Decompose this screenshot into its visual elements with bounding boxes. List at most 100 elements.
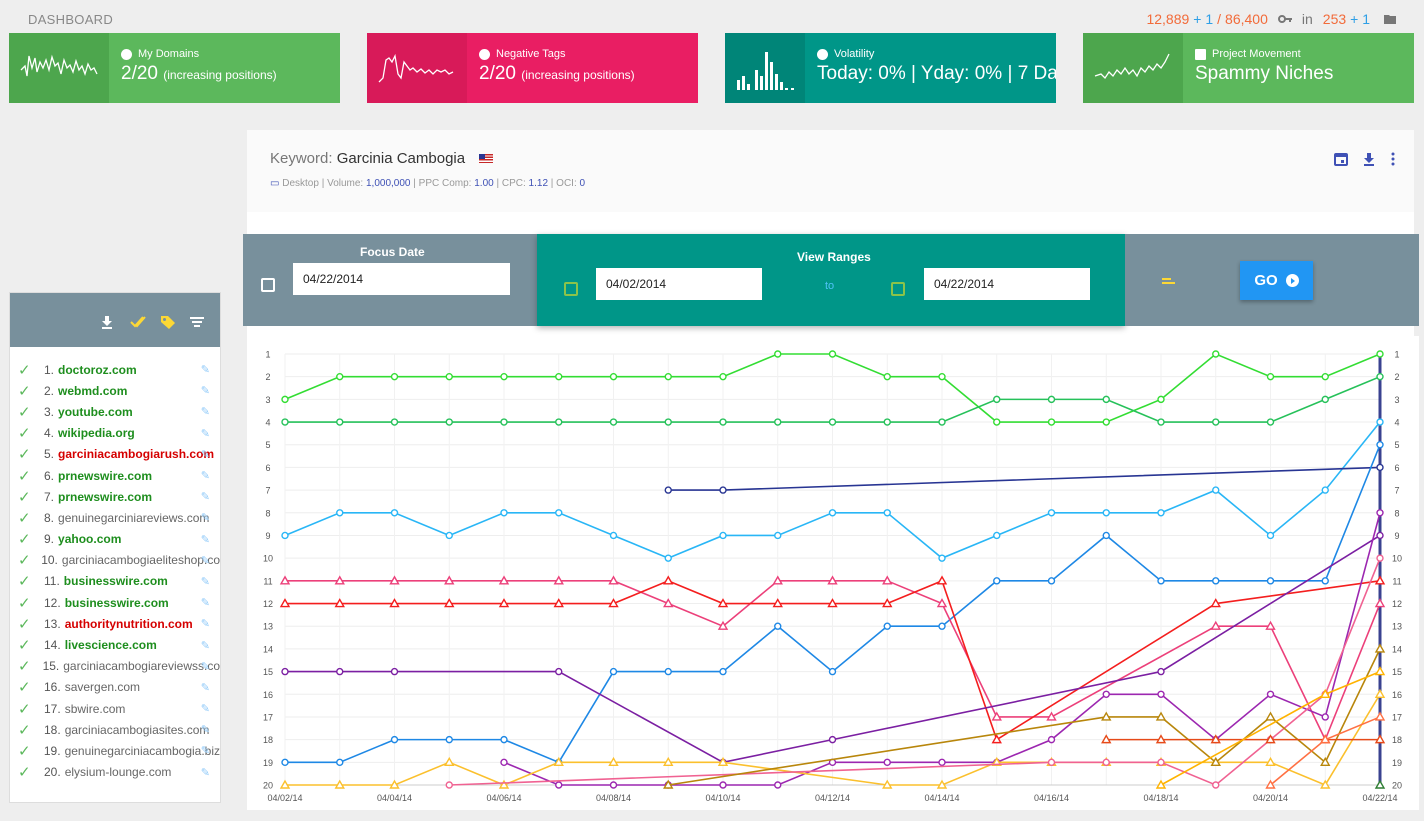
calendar-icon[interactable]: [261, 278, 275, 292]
edit-icon[interactable]: ✎: [200, 745, 210, 758]
domain-item[interactable]: ✓ 7. prnewswire.com ✎: [10, 486, 220, 507]
edit-icon[interactable]: ✎: [200, 660, 210, 673]
domain-item[interactable]: ✓ 8. genuinegarciniareviews.com ✎: [10, 507, 220, 528]
card-negative-tags[interactable]: Negative Tags 2/20 (increasing positions…: [367, 33, 698, 103]
check-icon[interactable]: ✓: [18, 509, 31, 527]
download-icon[interactable]: [1362, 152, 1376, 169]
domain-item[interactable]: ✓ 18. garciniacambogiasites.com ✎: [10, 719, 220, 740]
domain-item[interactable]: ✓ 3. youtube.com ✎: [10, 401, 220, 422]
calendar-icon[interactable]: [891, 282, 905, 296]
domain-item[interactable]: ✓ 12. businesswire.com ✎: [10, 592, 220, 613]
edit-icon[interactable]: ✎: [200, 597, 210, 610]
edit-icon[interactable]: ✎: [200, 703, 210, 716]
card-volatility[interactable]: Volatility Today: 0% | Yday: 0% | 7 Da: [725, 33, 1056, 103]
domain-item[interactable]: ✓ 1. doctoroz.com ✎: [10, 359, 220, 380]
go-button[interactable]: GO: [1240, 261, 1313, 300]
edit-icon[interactable]: ✎: [200, 618, 210, 631]
domain-item[interactable]: ✓ 13. authoritynutrition.com ✎: [10, 613, 220, 634]
domain-item[interactable]: ✓ 6. prnewswire.com ✎: [10, 465, 220, 486]
card-my-domains[interactable]: My Domains 2/20 (increasing positions): [9, 33, 340, 103]
domain-item[interactable]: ✓ 14. livescience.com ✎: [10, 634, 220, 655]
check-icon[interactable]: ✓: [18, 446, 31, 464]
y-tick-label-right: 12: [1392, 599, 1402, 609]
focus-date-input[interactable]: 04/22/2014: [293, 263, 510, 295]
check-icon[interactable]: ✓: [18, 594, 31, 612]
data-point: [445, 531, 453, 540]
check-icon[interactable]: ✓: [18, 488, 31, 506]
domain-item[interactable]: ✓ 4. wikipedia.org ✎: [10, 423, 220, 444]
domain-item[interactable]: ✓ 19. genuinegarciniacambogia.biz ✎: [10, 740, 220, 761]
check-icon[interactable]: ✓: [18, 721, 31, 739]
edit-icon[interactable]: ✎: [200, 470, 210, 483]
check-icon[interactable]: ✓: [18, 552, 31, 570]
y-tick-label-right: 5: [1394, 440, 1399, 450]
check-icon[interactable]: ✓: [18, 425, 31, 443]
domain-item[interactable]: ✓ 10. garciniacambogiaeliteshop.co ✎: [10, 550, 220, 571]
edit-icon[interactable]: ✎: [200, 575, 210, 588]
domain-name: businesswire.com: [64, 595, 169, 610]
domain-item[interactable]: ✓ 17. sbwire.com ✎: [10, 698, 220, 719]
domain-rank: 6.: [44, 468, 55, 483]
edit-icon[interactable]: ✎: [200, 639, 210, 652]
edit-icon[interactable]: ✎: [200, 448, 210, 461]
tag-icon[interactable]: [160, 315, 176, 329]
edit-icon[interactable]: ✎: [200, 364, 210, 377]
domain-item[interactable]: ✓ 15. garciniacambogiareviewss.co ✎: [10, 656, 220, 677]
y-tick-label-left: 16: [263, 690, 273, 700]
data-point: [936, 598, 948, 608]
check-icon[interactable]: ✓: [18, 403, 31, 421]
range-to-input[interactable]: 04/22/2014: [924, 268, 1090, 300]
folder-icon[interactable]: [1384, 11, 1396, 27]
data-point: [1155, 711, 1167, 721]
domain-item[interactable]: ✓ 9. yahoo.com ✎: [10, 529, 220, 550]
edit-icon[interactable]: ✎: [200, 766, 210, 779]
edit-icon[interactable]: ✎: [200, 533, 210, 546]
range-from-input[interactable]: 04/02/2014: [596, 268, 762, 300]
check-icon[interactable]: ✓: [18, 700, 31, 718]
edit-icon[interactable]: ✎: [200, 554, 210, 567]
double-check-icon[interactable]: [130, 315, 146, 329]
domain-item[interactable]: ✓ 20. elysium-lounge.com ✎: [10, 762, 220, 783]
edit-icon[interactable]: ✎: [200, 724, 210, 737]
edit-icon[interactable]: ✎: [200, 427, 210, 440]
data-point: [608, 598, 619, 608]
calendar-icon[interactable]: [1334, 152, 1348, 169]
card-project-movement[interactable]: Project Movement Spammy Niches: [1083, 33, 1414, 103]
y-tick-label-left: 13: [263, 622, 273, 632]
check-icon[interactable]: ✓: [18, 361, 31, 379]
domain-item[interactable]: ✓ 2. webmd.com ✎: [10, 380, 220, 401]
check-icon[interactable]: ✓: [18, 467, 31, 485]
edit-icon[interactable]: ✎: [200, 406, 210, 419]
check-icon[interactable]: ✓: [18, 658, 31, 676]
domain-item[interactable]: ✓ 16. savergen.com ✎: [10, 677, 220, 698]
check-icon[interactable]: ✓: [18, 764, 31, 782]
data-point: [498, 779, 510, 789]
data-point: [498, 598, 510, 608]
domain-rank: 17.: [44, 701, 61, 716]
download-icon[interactable]: [100, 315, 116, 329]
data-point: [774, 350, 782, 358]
check-icon[interactable]: ✓: [18, 679, 31, 697]
y-tick-label-right: 2: [1394, 372, 1399, 382]
check-icon[interactable]: ✓: [18, 637, 31, 655]
check-icon[interactable]: ✓: [18, 531, 31, 549]
more-vert-icon[interactable]: [1390, 152, 1396, 169]
check-icon[interactable]: ✓: [18, 742, 31, 760]
data-point: [772, 598, 783, 608]
calendar-icon[interactable]: [564, 282, 578, 296]
edit-icon[interactable]: ✎: [200, 385, 210, 398]
edit-icon[interactable]: ✎: [200, 491, 210, 504]
check-icon[interactable]: ✓: [18, 573, 31, 591]
domain-item[interactable]: ✓ 5. garciniacambogiarush.com ✎: [10, 444, 220, 465]
domain-item[interactable]: ✓ 11. businesswire.com ✎: [10, 571, 220, 592]
x-tick-label: 04/04/14: [377, 793, 412, 803]
edit-icon[interactable]: ✎: [200, 681, 210, 694]
sort-icon[interactable]: [1162, 278, 1175, 286]
domain-rank: 13.: [44, 616, 61, 631]
check-icon[interactable]: ✓: [18, 382, 31, 400]
filter-icon[interactable]: [190, 315, 206, 329]
check-icon[interactable]: ✓: [18, 615, 31, 633]
edit-icon[interactable]: ✎: [200, 512, 210, 525]
data-point: [389, 779, 400, 789]
data-point: [1321, 372, 1329, 381]
